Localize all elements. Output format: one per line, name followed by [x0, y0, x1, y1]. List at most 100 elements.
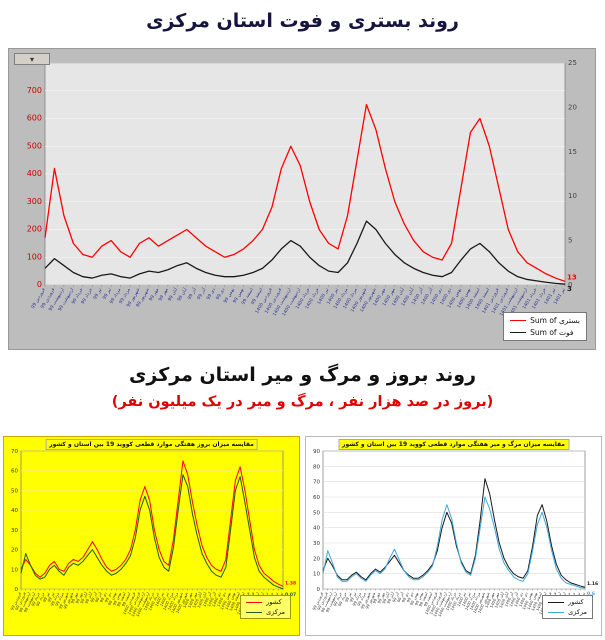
svg-text:دی 99: دی 99: [401, 591, 410, 603]
svg-text:5: 5: [568, 237, 572, 245]
svg-text:بهمن 99: بهمن 99: [414, 591, 424, 606]
page-title-hospitalization-death: روند بستری و فوت استان مرکزی: [146, 10, 459, 32]
section-subtitle-units: (بروز در صد هزار نفر ، مرگ و میر در یک م…: [111, 394, 494, 410]
svg-text:دی 99: دی 99: [405, 591, 414, 603]
svg-text:تیر 99: تیر 99: [42, 591, 51, 603]
svg-text:آذر 99: آذر 99: [187, 286, 199, 301]
svg-text:0.07: 0.07: [285, 592, 296, 598]
incidence-chart-legend: کشور مرکزی: [240, 595, 291, 619]
legend-entry: کشور: [246, 598, 285, 606]
svg-text:40: 40: [313, 526, 320, 532]
legend-label: مرکزی: [266, 608, 285, 616]
hospitalization-death-chart: 01002003004005006007008000510152025فرورد…: [8, 48, 596, 350]
legend-entry: Sum of بستری: [510, 316, 580, 325]
svg-text:30: 30: [11, 528, 18, 534]
top-chart-legend: Sum of بستری Sum of فوت: [503, 312, 587, 341]
svg-text:آذر 99: آذر 99: [94, 590, 103, 603]
svg-text:تیر 1400: تیر 1400: [154, 591, 165, 607]
svg-text:تیر 99: تیر 99: [102, 286, 114, 300]
svg-text:0: 0: [37, 280, 42, 289]
legend-entry: مرکزی: [548, 608, 587, 616]
svg-text:0: 0: [568, 281, 572, 289]
svg-text:300: 300: [27, 197, 42, 206]
svg-text:آبان 99: آبان 99: [381, 590, 391, 604]
svg-text:20: 20: [568, 103, 577, 111]
svg-text:خرداد 99: خرداد 99: [30, 591, 41, 607]
svg-text:25: 25: [568, 59, 577, 67]
svg-text:آذر 99: آذر 99: [391, 590, 400, 603]
svg-text:مهر 99: مهر 99: [74, 591, 84, 604]
svg-text:0: 0: [15, 587, 19, 593]
svg-text:100: 100: [27, 252, 42, 261]
svg-text:خرداد 99: خرداد 99: [35, 591, 46, 607]
svg-text:دی 99: دی 99: [99, 591, 108, 603]
svg-text:40: 40: [11, 508, 18, 514]
svg-text:مرداد 99: مرداد 99: [54, 591, 65, 606]
mortality-comparison-chart: مقایسه میزان مرگ و میر هفتگی موارد قطعی …: [305, 436, 602, 636]
svg-text:دی 1400: دی 1400: [513, 591, 524, 607]
svg-text:اسفند 99: اسفند 99: [422, 591, 433, 607]
svg-text:مهر 1400: مهر 1400: [489, 591, 501, 608]
svg-text:مهر 99: مهر 99: [376, 591, 386, 604]
svg-text:70: 70: [11, 449, 18, 455]
svg-text:مهر 1400: مهر 1400: [187, 591, 199, 608]
svg-text:بهمن 99: بهمن 99: [409, 591, 419, 606]
legend-label: کشور: [266, 598, 282, 606]
svg-text:آبان 99: آبان 99: [79, 590, 89, 604]
svg-text:دی 1400: دی 1400: [211, 591, 222, 607]
svg-text:مهر 99: مهر 99: [69, 591, 79, 604]
svg-text:دی 99: دی 99: [215, 287, 227, 301]
svg-text:خرداد 99: خرداد 99: [332, 591, 343, 607]
svg-text:60: 60: [11, 469, 18, 475]
svg-text:دی 1400: دی 1400: [518, 591, 529, 607]
svg-text:آبان 99: آبان 99: [386, 590, 396, 604]
svg-text:تیر 1400: تیر 1400: [159, 591, 170, 607]
svg-text:تیر 99: تیر 99: [92, 286, 104, 300]
svg-text:دی 1400: دی 1400: [216, 591, 227, 607]
svg-text:بهمن 99: بهمن 99: [107, 591, 117, 606]
svg-text:مهر 1400: مهر 1400: [484, 591, 496, 608]
svg-text:90: 90: [313, 449, 320, 455]
svg-text:آبان 99: آبان 99: [84, 590, 94, 604]
legend-label: Sum of فوت: [530, 328, 574, 337]
svg-text:مهر 1400: مهر 1400: [182, 591, 194, 608]
svg-text:0.6: 0.6: [587, 591, 595, 597]
legend-entry: مرکزی: [246, 608, 285, 616]
svg-text:13: 13: [567, 273, 577, 281]
svg-text:500: 500: [27, 141, 42, 150]
svg-text:1.38: 1.38: [285, 580, 296, 586]
legend-line-swatch: [246, 601, 263, 603]
svg-text:مهر 99: مهر 99: [371, 591, 381, 604]
svg-text:80: 80: [313, 464, 320, 470]
svg-text:تیر 1400: تیر 1400: [456, 591, 467, 607]
svg-text:آذر 1400: آذر 1400: [508, 590, 519, 607]
svg-text:20: 20: [313, 556, 320, 562]
svg-text:بهمن 99: بهمن 99: [112, 591, 122, 606]
svg-text:اسفند 99: اسفند 99: [418, 591, 429, 607]
svg-text:200: 200: [27, 225, 42, 234]
legend-label: مرکزی: [568, 608, 587, 616]
legend-line-swatch: [246, 611, 263, 613]
svg-text:آذر 99: آذر 99: [196, 286, 208, 301]
mortality-chart-title: مقایسه میزان مرگ و میر هفتگی موارد قطعی …: [338, 439, 569, 450]
legend-line-swatch: [548, 601, 565, 603]
svg-text:30: 30: [313, 541, 320, 547]
svg-text:تیر 99: تیر 99: [46, 591, 55, 603]
legend-entry: کشور: [548, 598, 587, 606]
section-title-incidence-mortality: روند بروز و مرگ و میر استان مرکزی: [128, 364, 477, 386]
svg-text:50: 50: [313, 510, 320, 516]
legend-line-swatch: [510, 320, 527, 321]
svg-text:1.16: 1.16: [587, 581, 598, 587]
svg-text:آبان 99: آبان 99: [176, 286, 189, 302]
legend-line-swatch: [510, 332, 527, 333]
svg-text:دی 99: دی 99: [103, 591, 112, 603]
svg-text:15: 15: [568, 148, 577, 156]
svg-text:70: 70: [313, 480, 320, 486]
svg-text:دی 99: دی 99: [205, 287, 217, 301]
svg-text:اسفند 99: اسفند 99: [116, 591, 127, 607]
pivot-field-dropdown[interactable]: ▾: [14, 53, 50, 65]
svg-text:تیر 1400: تیر 1400: [461, 591, 472, 607]
svg-text:تیر 99: تیر 99: [344, 591, 353, 603]
svg-text:آذر 1400: آذر 1400: [206, 590, 217, 607]
